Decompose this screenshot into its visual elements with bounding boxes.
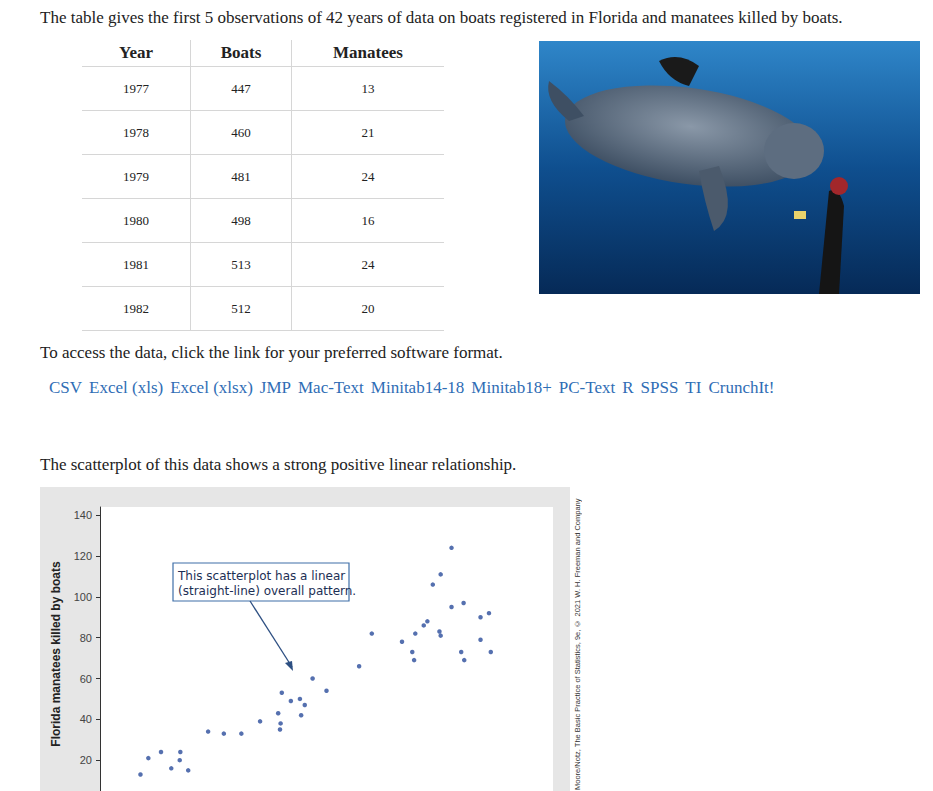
html-text:1982: 1982 [123,300,149,316]
html-text:20: 20 [361,300,375,316]
html-text:1977: 1977 [123,80,149,96]
html-text:Manatees: Manatees [333,43,403,62]
html-text:481: 481 [231,168,251,184]
html-text:498: 498 [231,212,251,228]
html-text:1981: 1981 [123,256,149,272]
svg-text:140: 140 [74,509,92,521]
html-text:21: 21 [361,124,375,140]
svg-text:Florida manatees killed by boa: Florida manatees killed by boats [49,561,63,747]
svg-text:40: 40 [80,713,92,725]
html-text:To access the data, click the: To access the data, click the link for y… [40,343,503,362]
html-text:The table gives the first 5 ob: The table gives the first 5 observations… [40,8,843,27]
html-text:13: 13 [361,80,375,96]
html-text:Moore/Notz, The Basic Practice: Moore/Notz, The Basic Practice of Statis… [573,498,582,790]
html-text:Mac-Text Minitab14-18 Minitab1: Mac-Text Minitab14-18 Minitab18+ PC-Text… [298,378,775,397]
html-text:Boats: Boats [220,43,262,62]
svg-text:80: 80 [80,632,92,644]
svg-text:20: 20 [80,754,92,766]
html-text:1980: 1980 [123,212,149,228]
svg-text:120: 120 [74,550,92,562]
html-text:Year: Year [119,43,153,62]
html-text:24: 24 [361,168,375,184]
html-text:460: 460 [231,124,251,140]
html-text:16: 16 [361,212,375,228]
html-text:1979: 1979 [123,168,149,184]
html-text:24: 24 [361,256,375,272]
html-text:The scatterplot of this data s: The scatterplot of this data shows a str… [40,455,517,474]
html-text:447: 447 [231,80,251,96]
svg-text:This scatterplot has a linear: This scatterplot has a linear [177,569,345,583]
html-text:CSV Excel (xls) Excel (xlsx) J: CSV Excel (xls) Excel (xlsx) JMP [49,378,291,397]
svg-text:60: 60 [80,673,92,685]
html-text:512: 512 [231,300,251,316]
svg-text:(straight-line) overall patter: (straight-line) overall pattern. [178,584,356,598]
html-text:513: 513 [231,256,251,272]
svg-text:100: 100 [74,591,92,603]
html-text:1978: 1978 [123,124,149,140]
